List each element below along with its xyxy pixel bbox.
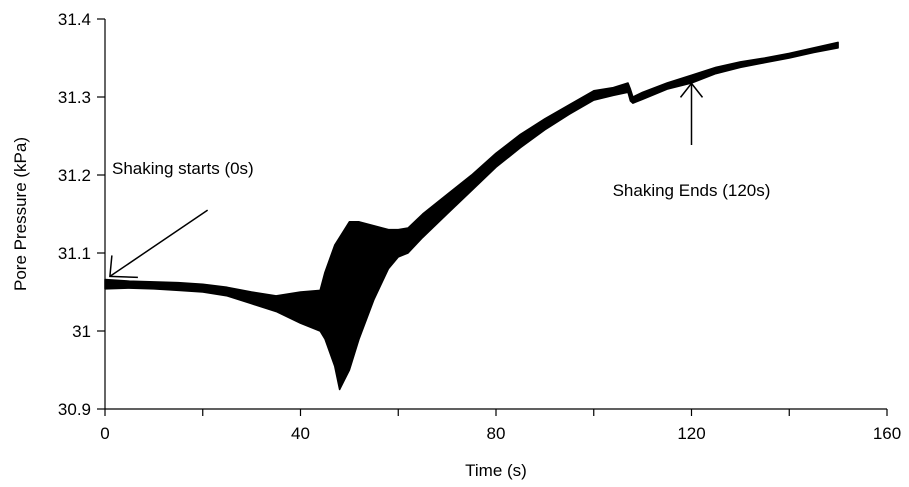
pore-pressure-series <box>104 41 839 391</box>
annotation-shaking-ends: Shaking Ends (120s) <box>613 181 771 200</box>
y-tick-label: 31.2 <box>58 166 91 185</box>
x-axis-label: Time (s) <box>465 461 527 480</box>
y-tick-label: 30.9 <box>58 400 91 419</box>
x-tick-label: 120 <box>677 424 705 443</box>
plot-area <box>104 41 839 391</box>
x-tick-label: 80 <box>487 424 506 443</box>
x-ticks: 0 40 80 120 160 <box>100 409 901 443</box>
y-tick-label: 31.3 <box>58 88 91 107</box>
annotation-arrow-start <box>109 209 209 278</box>
y-axis-label: Pore Pressure (kPa) <box>11 137 30 291</box>
axes: 0 40 80 120 160 30.9 31 31.1 31.2 31.3 31.4 <box>58 10 901 443</box>
annotation-arrowhead-end <box>679 82 704 98</box>
annotation-arrowhead-start <box>109 255 138 279</box>
y-ticks: 30.9 31 31.1 31.2 31.3 31.4 <box>58 10 105 419</box>
x-tick-label: 0 <box>100 424 109 443</box>
y-tick-label: 31.4 <box>58 10 91 29</box>
y-tick-label: 31 <box>72 322 91 341</box>
annotations: Shaking starts (0s) Shaking Ends (120s) <box>109 82 771 279</box>
y-tick-label: 31.1 <box>58 244 91 263</box>
annotation-shaking-starts: Shaking starts (0s) <box>112 159 254 178</box>
x-tick-label: 160 <box>873 424 901 443</box>
x-tick-label: 40 <box>291 424 310 443</box>
